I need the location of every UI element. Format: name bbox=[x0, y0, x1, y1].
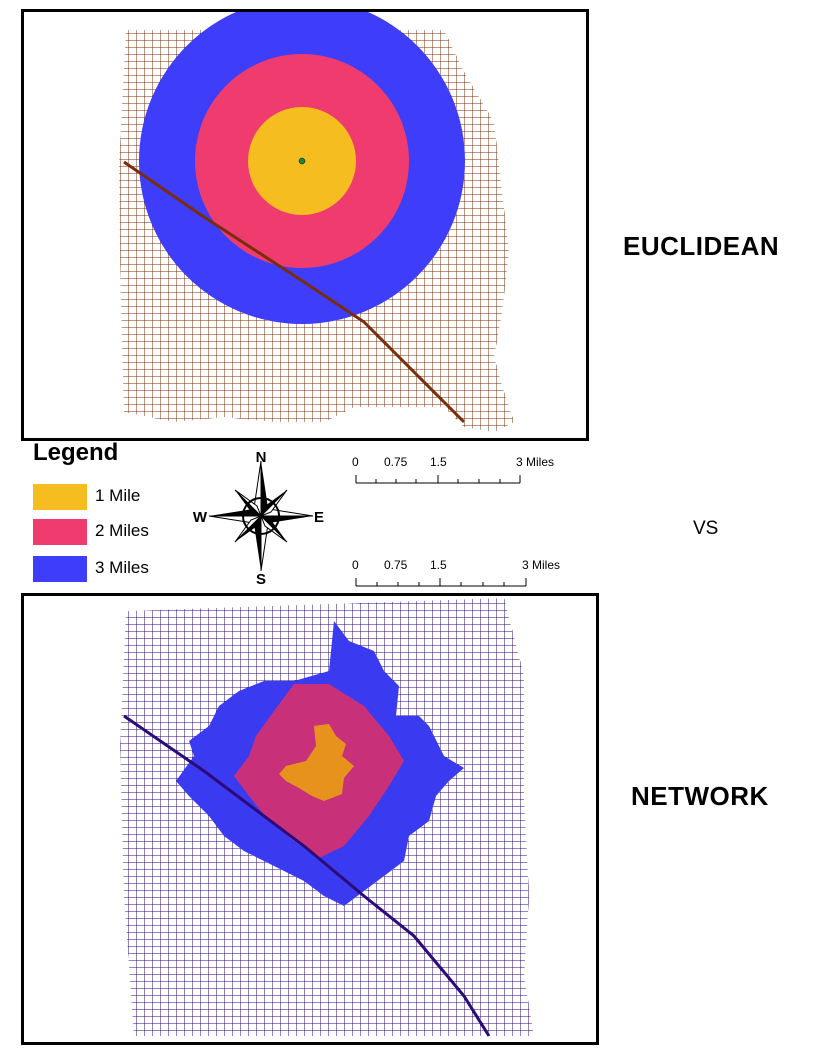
legend-label: 3 Miles bbox=[95, 558, 149, 577]
diagonal-road-top bbox=[123, 160, 466, 424]
legend-label: 2 Miles bbox=[95, 521, 149, 540]
scale-tick: 3 Miles bbox=[522, 558, 561, 572]
scale-bar-graphic bbox=[355, 475, 521, 484]
scale-tick: 3 Miles bbox=[516, 455, 555, 469]
network-map bbox=[120, 598, 534, 1037]
scale-tick: 0 bbox=[352, 558, 359, 572]
legend-title: Legend bbox=[33, 439, 119, 466]
legend-swatch-3-miles bbox=[33, 556, 87, 582]
scale-tick: 1.5 bbox=[430, 558, 447, 572]
legend-swatch-1-mile bbox=[33, 484, 87, 510]
diagonal-road-bottom bbox=[123, 714, 491, 1037]
scale-bar-graphic bbox=[355, 578, 527, 587]
scale-bar-bottom: 0 0.75 1.5 3 Miles bbox=[350, 558, 570, 594]
origin-point bbox=[298, 157, 306, 165]
compass-e: E bbox=[314, 509, 324, 526]
compass-n: N bbox=[256, 449, 267, 466]
legend-swatch-2-miles bbox=[33, 519, 87, 545]
scale-tick: 0.75 bbox=[384, 455, 408, 469]
versus-label: VS bbox=[693, 518, 719, 539]
euclidean-map bbox=[119, 12, 514, 432]
scale-tick: 0 bbox=[352, 455, 359, 469]
network-title: NETWORK bbox=[631, 781, 769, 811]
scale-tick: 0.75 bbox=[384, 558, 408, 572]
compass-w: W bbox=[193, 509, 208, 526]
buffer-areas-network bbox=[176, 621, 464, 906]
buffer-rings-euclidean bbox=[139, 12, 465, 324]
network-map-frame bbox=[21, 593, 599, 1045]
scale-tick: 1.5 bbox=[430, 455, 447, 469]
euclidean-map-frame bbox=[21, 9, 589, 441]
euclidean-title: EUCLIDEAN bbox=[623, 231, 780, 261]
compass-s: S bbox=[256, 571, 266, 586]
north-arrow-compass-icon: N S E W bbox=[193, 449, 324, 586]
scale-bar-top: 0 0.75 1.5 3 Miles bbox=[350, 455, 570, 491]
legend-label: 1 Mile bbox=[95, 486, 141, 505]
network-1-mile bbox=[279, 724, 354, 801]
